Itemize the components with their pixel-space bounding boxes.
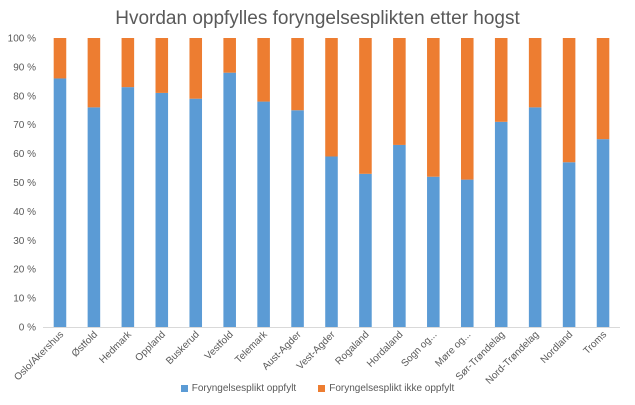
bar-ikke-oppfylt [121, 38, 135, 88]
bar-oppfylt [189, 98, 203, 327]
legend-item: Foryngelsesplikt oppfylt [180, 383, 297, 394]
bar-ikke-oppfylt [325, 38, 338, 157]
chart-title: Hvordan oppfylles foryngelsesplikten ett… [115, 8, 520, 29]
legend-label: Foryngelsesplikt oppfylt [191, 383, 297, 394]
x-tick-label: Østfold [70, 329, 100, 359]
x-tick-label: Nordland [539, 329, 575, 365]
bar-oppfylt [494, 121, 508, 327]
bar-oppfylt [359, 173, 372, 327]
bar-oppfylt [257, 101, 270, 327]
bar-ikke-oppfylt [223, 38, 236, 73]
legend-label: Foryngelsesplikt ikke oppfylt [329, 383, 455, 394]
y-tick-label: 40 % [13, 207, 36, 218]
bar-oppfylt [53, 78, 67, 328]
legend-item: Foryngelsesplikt ikke oppfylt [318, 383, 454, 394]
bar-ikke-oppfylt [528, 38, 542, 108]
x-tick-label: Sogn og... [399, 329, 439, 369]
bar-oppfylt [87, 107, 101, 327]
bar-ikke-oppfylt [562, 38, 576, 163]
y-tick-label: 50 % [13, 178, 36, 189]
y-tick-label: 80 % [13, 91, 36, 102]
bar-oppfylt [460, 179, 474, 327]
x-tick-label: Oppland [133, 329, 168, 364]
x-tick-label: Hedmark [98, 329, 135, 366]
y-tick-label: 90 % [13, 62, 36, 73]
y-tick-label: 70 % [13, 120, 36, 131]
x-tick-label: Troms [582, 329, 610, 357]
x-tick-label: Oslo/Akershus [12, 329, 66, 383]
y-tick-label: 100 % [8, 34, 36, 45]
x-tick-label: Buskerud [164, 329, 202, 367]
bar-ikke-oppfylt [494, 38, 508, 122]
legend: Foryngelsesplikt oppfylt Foryngelsesplikt… [0, 383, 635, 394]
y-tick-label: 30 % [13, 236, 36, 247]
y-tick-label: 0 % [19, 323, 36, 334]
y-tick-label: 20 % [13, 265, 36, 276]
bar-oppfylt [155, 92, 169, 327]
bar-oppfylt [528, 107, 542, 327]
y-tick-label: 10 % [13, 294, 36, 305]
bar-oppfylt [427, 176, 440, 327]
bar-oppfylt [291, 110, 304, 327]
bar-oppfylt [596, 139, 610, 327]
bar-ikke-oppfylt [427, 38, 440, 177]
legend-swatch [318, 385, 326, 392]
bar-ikke-oppfylt [53, 38, 67, 79]
bar-ikke-oppfylt [393, 38, 406, 145]
bar-ikke-oppfylt [291, 38, 304, 111]
bar-oppfylt [325, 156, 338, 327]
bar-oppfylt [223, 72, 236, 328]
bar-ikke-oppfylt [460, 38, 474, 180]
y-tick-label: 60 % [13, 149, 36, 160]
bar-ikke-oppfylt [359, 38, 372, 174]
x-tick-label: Vestfold [203, 329, 236, 362]
bar-ikke-oppfylt [87, 38, 101, 108]
bar-ikke-oppfylt [596, 38, 610, 140]
bar-ikke-oppfylt [155, 38, 169, 93]
bar-oppfylt [121, 87, 135, 327]
bar-ikke-oppfylt [257, 38, 270, 102]
legend-swatch [180, 385, 188, 392]
bar-ikke-oppfylt [189, 38, 203, 99]
bar-oppfylt [562, 162, 576, 327]
bar-oppfylt [393, 144, 406, 327]
x-tick-label: Hordaland [365, 329, 405, 369]
